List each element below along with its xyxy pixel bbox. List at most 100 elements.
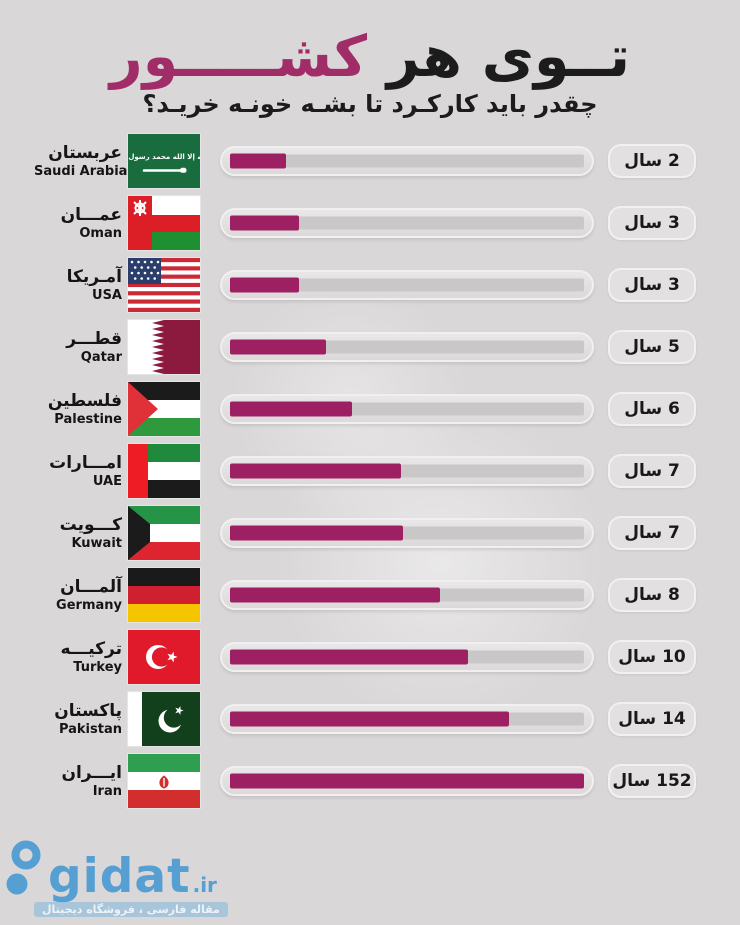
years-badge: 10 سال [608,640,696,675]
watermark-logo: gidat .ir مقاله فارسی ، فروشگاه دیجیتال [4,840,228,917]
country-row: پاکستان Pakistan 14 سال [34,692,696,747]
flag-usa-icon [128,258,200,313]
years-badge: 5 سال [608,330,696,365]
years-badge: 7 سال [608,454,696,489]
bar-empty-track [230,278,584,292]
years-bar-track [220,580,594,611]
years-bar-track [220,270,594,301]
page-subtitle: چقدر باید کارکـرد تا بشـه خونـه خریـد؟ [142,90,598,119]
country-names: قطـــر Qatar [34,328,128,367]
logo-line: gidat .ir [4,840,228,904]
flag-pakistan-icon [128,692,200,747]
years-badge: 6 سال [608,392,696,427]
flag-saudi-arabia-icon: لا إله إلا الله محمد رسول الله [128,134,200,189]
flag-iran-icon [128,754,200,809]
logo-tagline: مقاله فارسی ، فروشگاه دیجیتال [34,902,228,917]
country-name-en: Turkey [73,659,122,675]
country-row: کـــویت Kuwait 7 سال [34,506,696,561]
bar-fill [230,773,584,789]
years-badge: 3 سال [608,268,696,303]
years-badge: 2 سال [608,144,696,179]
flag-uae-icon [128,444,200,499]
country-name-en: Oman [79,225,122,241]
country-row: آمـریکا USA 3 سال [34,258,696,313]
country-names: ایـــران Iran [34,762,128,801]
country-row: ایـــران Iran 152 سال [34,754,696,809]
country-name-en: Palestine [54,411,122,427]
country-name-fa: ایـــران [61,762,122,783]
bar-fill [230,401,353,417]
country-name-fa: پاکستان [54,700,122,721]
country-names: عربستان Saudi Arabia [34,142,128,181]
years-badge: 152 سال [608,764,696,799]
flag-kuwait-icon [128,506,200,561]
bar-fill [230,463,402,479]
logo-suffix: .ir [192,873,217,897]
bar-fill [230,525,403,541]
years-bar-track [220,518,594,549]
svg-text:لا إله إلا الله محمد رسول الله: لا إله إلا الله محمد رسول الله [128,153,200,161]
country-name-en: Saudi Arabia [34,163,128,179]
flag-oman-icon [128,196,200,251]
country-name-fa: آمـریکا [66,266,122,287]
country-name-en: Germany [56,597,122,613]
bar-fill [230,711,509,727]
country-names: عمـــان Oman [34,204,128,243]
country-name-fa: امـــارات [49,452,122,473]
years-bar-track [220,146,594,177]
years-bar-track [220,642,594,673]
years-bar-track [220,704,594,735]
country-name-fa: فلسطین [47,390,122,411]
country-name-en: USA [92,287,122,303]
country-row: ترکیـــه Turkey 10 سال [34,630,696,685]
bar-fill [230,277,300,293]
country-names: فلسطین Palestine [34,390,128,429]
country-names: ترکیـــه Turkey [34,638,128,677]
years-bar-track [220,456,594,487]
country-names: آلمـــان Germany [34,576,128,615]
years-badge: 8 سال [608,578,696,613]
country-row: قطـــر Qatar 5 سال [34,320,696,375]
country-name-fa: کـــویت [59,514,122,535]
title-accent-part: کشـــــور [109,24,368,90]
gidat-g-icon [6,840,41,895]
country-name-fa: قطـــر [66,328,122,349]
country-name-en: Kuwait [71,535,122,551]
country-names: پاکستان Pakistan [34,700,128,739]
header: تــوی هر کشـــــور چقدر باید کارکـرد تا … [0,0,740,118]
bar-empty-track [230,216,584,230]
country-row: فلسطین Palestine 6 سال [34,382,696,437]
flag-palestine-icon [128,382,200,437]
page-title: تــوی هر کشـــــور [0,28,740,86]
bar-fill [230,215,300,231]
bar-fill [230,649,469,665]
country-names: کـــویت Kuwait [34,514,128,553]
bar-fill [230,339,327,355]
country-name-en: UAE [92,473,122,489]
country-name-fa: آلمـــان [60,576,122,597]
flag-germany-icon [128,568,200,623]
title-black-part: تــوی هر [386,24,631,90]
country-list: عربستان Saudi Arabia لا إله إلا الله محم… [0,134,740,809]
flag-qatar-icon [128,320,200,375]
years-badge: 14 سال [608,702,696,737]
country-name-fa: ترکیـــه [60,638,122,659]
country-name-fa: عمـــان [60,204,122,225]
country-row: عمـــان Oman 3 سال [34,196,696,251]
country-row: عربستان Saudi Arabia لا إله إلا الله محم… [34,134,696,189]
country-name-en: Iran [92,783,122,799]
years-bar-track [220,394,594,425]
bar-fill [230,587,441,603]
country-names: آمـریکا USA [34,266,128,305]
country-row: امـــارات UAE 7 سال [34,444,696,499]
years-bar-track [220,766,594,797]
bar-empty-track [230,154,584,168]
country-name-en: Pakistan [58,721,122,737]
bar-fill [230,153,286,169]
country-name-en: Qatar [80,349,122,365]
years-badge: 7 سال [608,516,696,551]
logo-text: gidat [48,848,191,904]
years-badge: 3 سال [608,206,696,241]
country-names: امـــارات UAE [34,452,128,491]
